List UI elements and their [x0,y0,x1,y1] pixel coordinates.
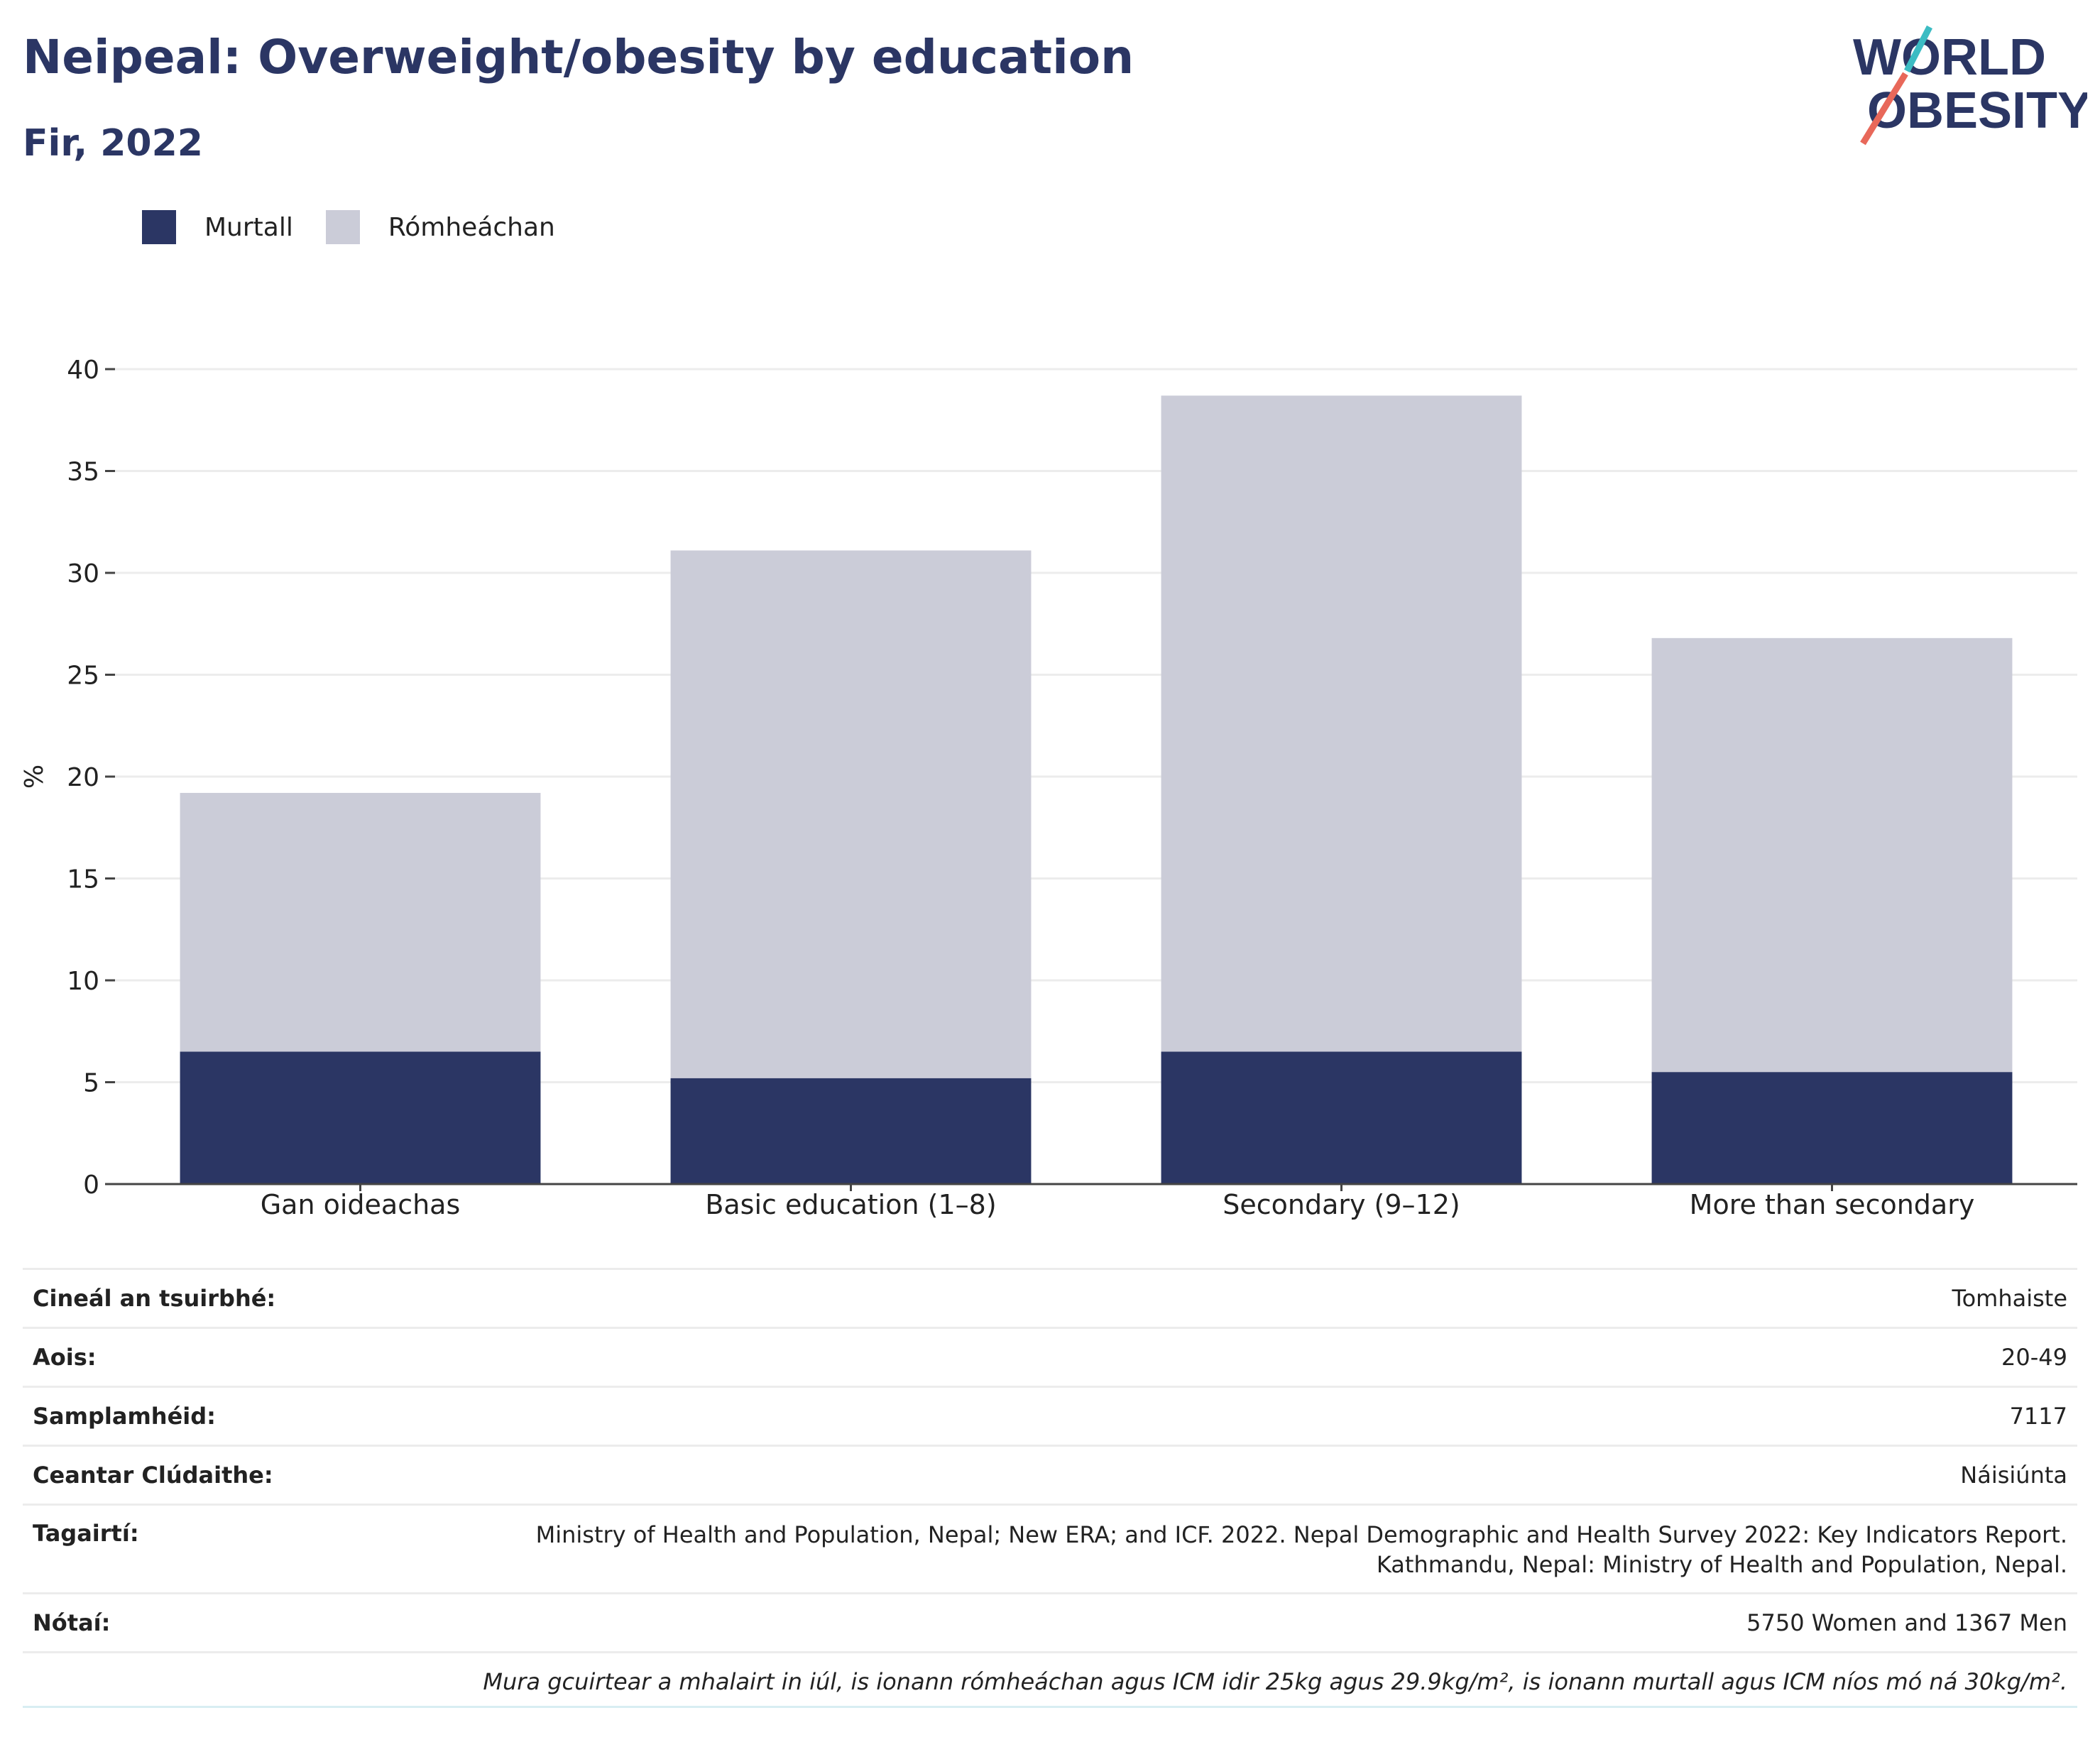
logo-text-obesity: OBESITY [1867,82,2087,139]
bar-overweight-1[interactable] [670,550,1032,1078]
x-tick-label: Basic education (1–8) [705,1189,996,1220]
y-tick-label: 10 [67,967,99,996]
world-obesity-logo: WORLD OBESITY [1853,25,2087,146]
info-value: Ministry of Health and Population, Nepal… [536,1520,2067,1592]
info-row-survey-type: Cineál an tsuirbhé: Tomhaiste [23,1268,2077,1327]
chart-title: Neipeal: Overweight/obesity by education [23,30,1134,84]
legend-swatch-overweight [325,210,360,244]
info-row-age: Aois: 20-49 [23,1327,2077,1386]
stacked-bar-chart: 0 5 10 15 20 25 30 35 40 Gan oideachas Basic educ… [20,356,2077,1220]
y-axis-label: % [20,765,49,789]
legend-swatch-obese [142,210,176,244]
info-value: Tomhaiste [1952,1285,2067,1312]
reference-line-1: Ministry of Health and Population, Nepal… [535,1521,2067,1548]
info-value: 7117 [2009,1403,2067,1430]
logo-slash-teal [1904,25,1932,73]
survey-info-table: Cineál an tsuirbhé: Tomhaiste Aois: 20-4… [23,1268,2077,1708]
info-row-notes: Nótaí: 5750 Women and 1367 Men [23,1592,2077,1651]
y-axis-ticks: 0 5 10 15 20 25 30 35 40 [67,356,115,1200]
bar-overweight-2[interactable] [1161,395,1522,1052]
x-tick-label: Gan oideachas [261,1189,461,1220]
y-tick-label: 5 [83,1069,99,1098]
info-label: Tagairtí: [33,1520,139,1547]
info-row-references: Tagairtí: Ministry of Health and Populat… [23,1504,2077,1592]
bar-obese-1[interactable] [670,1078,1032,1184]
chart-legend: Murtall Rómheáchan [142,210,588,244]
chart-subtitle: Fir, 2022 [23,122,203,165]
bar-overweight-3[interactable] [1651,637,2013,1073]
x-axis-labels: Gan oideachas Basic education (1–8) Second… [261,1184,1975,1220]
info-label: Samplamhéid: [33,1403,216,1430]
x-tick-label: More than secondary [1690,1189,1975,1220]
bars [180,395,2013,1184]
info-label: Ceantar Clúdaithe: [33,1462,273,1489]
legend-label-obese: Murtall [204,212,293,242]
info-label: Aois: [33,1344,97,1371]
y-tick-label: 25 [67,662,99,691]
info-label: Cineál an tsuirbhé: [33,1285,276,1312]
bar-obese-2[interactable] [1161,1051,1522,1184]
y-tick-label: 15 [67,865,99,894]
definition-footnote: Mura gcuirtear a mhalairt in iúl, is ion… [23,1651,2077,1708]
x-tick-label: Secondary (9–12) [1223,1189,1460,1220]
logo-slash-coral [1860,72,1908,146]
logo-text-world: WORLD [1853,29,2046,86]
legend-item-overweight[interactable]: Rómheáchan [325,210,555,244]
y-tick-label: 35 [67,458,99,487]
y-tick-label: 30 [67,559,99,588]
y-tick-label: 40 [67,356,99,385]
legend-item-obese[interactable]: Murtall [142,210,293,244]
info-label: Nótaí: [33,1609,111,1636]
y-tick-label: 0 [83,1171,99,1200]
y-tick-label: 20 [67,763,99,792]
reference-line-2: Kathmandu, Nepal: Ministry of Health and… [1376,1551,2067,1578]
info-value: 20-49 [2001,1344,2067,1371]
info-value: 5750 Women and 1367 Men [1746,1609,2067,1636]
info-row-sample-size: Samplamhéid: 7117 [23,1386,2077,1445]
bar-obese-3[interactable] [1651,1072,2013,1184]
bar-obese-0[interactable] [180,1051,541,1184]
legend-label-overweight: Rómheáchan [388,212,555,242]
bar-overweight-0[interactable] [180,792,541,1052]
info-row-coverage: Ceantar Clúdaithe: Náisiúnta [23,1445,2077,1504]
info-value: Náisiúnta [1960,1462,2067,1489]
